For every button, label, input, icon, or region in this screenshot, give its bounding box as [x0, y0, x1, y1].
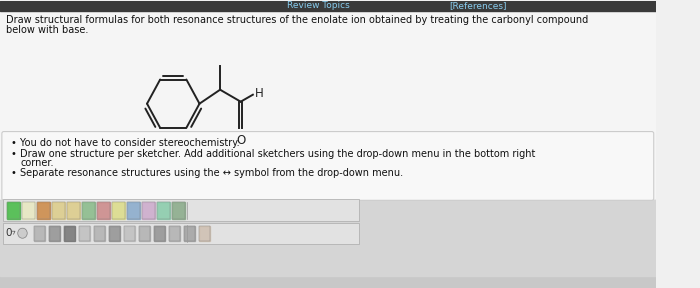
Bar [8, 202, 20, 219]
FancyBboxPatch shape [2, 132, 654, 200]
Bar [124, 226, 135, 241]
Bar [158, 202, 169, 219]
Bar [183, 226, 195, 241]
Bar [52, 202, 64, 219]
Bar [22, 202, 35, 219]
Bar [127, 202, 139, 219]
Bar [108, 226, 120, 241]
Text: • Draw one structure per sketcher. Add additional sketchers using the drop-down : • Draw one structure per sketcher. Add a… [11, 149, 536, 158]
Bar [113, 202, 125, 219]
Bar [34, 226, 45, 241]
Bar [0, 200, 656, 276]
Text: Review Topics: Review Topics [287, 1, 350, 10]
Bar [153, 226, 164, 241]
Bar [113, 202, 125, 219]
Text: below with base.: below with base. [6, 25, 88, 35]
Bar [124, 226, 135, 241]
Bar [139, 226, 150, 241]
Bar [67, 202, 80, 219]
Bar [127, 202, 139, 219]
Bar [38, 202, 50, 219]
Text: corner.: corner. [20, 158, 54, 168]
Bar [94, 226, 105, 241]
Bar [22, 202, 35, 219]
Text: • You do not have to consider stereochemistry.: • You do not have to consider stereochem… [11, 138, 240, 147]
Bar [199, 226, 210, 241]
Bar [83, 202, 94, 219]
FancyBboxPatch shape [3, 199, 358, 221]
Bar [139, 226, 150, 241]
Bar [94, 226, 105, 241]
Bar [0, 200, 656, 288]
Bar [49, 226, 60, 241]
Bar [142, 202, 155, 219]
Text: O: O [236, 134, 245, 147]
Bar [78, 226, 90, 241]
Text: Draw structural formulas for both resonance structures of the enolate ion obtain: Draw structural formulas for both resona… [6, 15, 588, 25]
Bar [172, 202, 185, 219]
Bar [64, 226, 75, 241]
Circle shape [18, 228, 27, 238]
Bar [8, 202, 20, 219]
Bar [83, 202, 94, 219]
Bar [38, 202, 50, 219]
Text: 0: 0 [6, 228, 12, 238]
Bar [64, 226, 75, 241]
Bar [34, 226, 45, 241]
Bar [67, 202, 80, 219]
Bar [97, 202, 110, 219]
Bar [142, 202, 155, 219]
Bar [169, 226, 180, 241]
Bar [172, 202, 185, 219]
Bar [158, 202, 169, 219]
Text: • Separate resonance structures using the ↔ symbol from the drop-down menu.: • Separate resonance structures using th… [11, 168, 403, 179]
Bar [0, 1, 656, 11]
Bar [97, 202, 110, 219]
Bar [199, 226, 210, 241]
Text: H: H [255, 87, 263, 100]
Text: [References]: [References] [449, 1, 506, 10]
Bar [153, 226, 164, 241]
Bar [49, 226, 60, 241]
Bar [183, 226, 195, 241]
Bar [169, 226, 180, 241]
Bar [108, 226, 120, 241]
Bar [52, 202, 64, 219]
Bar [78, 226, 90, 241]
FancyBboxPatch shape [3, 223, 358, 244]
